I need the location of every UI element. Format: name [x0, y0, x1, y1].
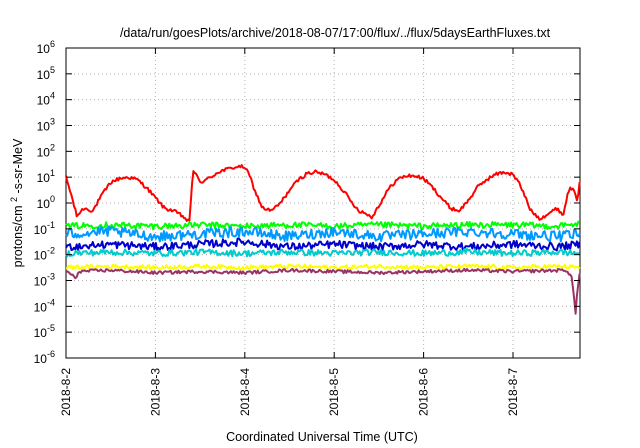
- y-tick-base: 10: [34, 249, 48, 263]
- y-tick-label: 105: [37, 65, 55, 82]
- y-tick-label: 106: [37, 39, 55, 56]
- series-line-5: [65, 248, 580, 258]
- y-tick-label: 10-1: [34, 220, 55, 237]
- y-tick-exponent: 6: [50, 39, 55, 49]
- y-axis-ticks: 10-610-510-410-310-210-11001011021031041…: [34, 39, 580, 366]
- series-line-4: [65, 237, 581, 252]
- y-tick-base: 10: [34, 326, 48, 340]
- series-line-3: [65, 225, 581, 243]
- x-tick-label: 2018-8-7: [506, 368, 520, 416]
- y-tick-exponent: 4: [50, 91, 55, 101]
- y-tick-exponent: 5: [50, 65, 55, 75]
- x-tick-label: 2018-8-2: [59, 368, 73, 416]
- y-tick-label: 104: [37, 91, 55, 108]
- y-tick-exponent: 3: [50, 117, 55, 127]
- y-tick-exponent: -6: [47, 349, 55, 359]
- y-tick-exponent: -1: [47, 220, 55, 230]
- y-tick-exponent: 1: [50, 168, 55, 178]
- y-tick-exponent: -5: [47, 323, 55, 333]
- y-tick-base: 10: [37, 94, 51, 108]
- y-tick-base: 10: [34, 352, 48, 366]
- grid-lines: [66, 48, 580, 358]
- series-line-6: [65, 263, 581, 271]
- x-tick-label: 2018-8-4: [238, 368, 252, 416]
- y-tick-base: 10: [37, 171, 51, 185]
- y-tick-base: 10: [37, 42, 51, 56]
- y-tick-base: 10: [37, 197, 51, 211]
- y-tick-label: 10-2: [34, 246, 55, 263]
- y-tick-label: 100: [37, 194, 55, 211]
- y-tick-exponent: -2: [47, 246, 55, 256]
- series-line-2: [65, 220, 581, 231]
- y-axis-label-prefix: protons/cm: [11, 206, 25, 268]
- y-axis-label-sup: 2: [9, 197, 19, 202]
- y-axis-label-suffix: -s-sr-MeV: [11, 138, 25, 194]
- y-tick-base: 10: [37, 145, 51, 159]
- y-tick-label: 10-5: [34, 323, 55, 340]
- y-tick-label: 10-3: [34, 272, 55, 289]
- y-tick-label: 103: [37, 117, 55, 134]
- series-line-7: [65, 267, 581, 315]
- y-tick-label: 10-6: [34, 349, 55, 366]
- y-tick-base: 10: [37, 120, 51, 134]
- y-tick-label: 102: [37, 142, 55, 159]
- y-tick-base: 10: [34, 300, 48, 314]
- x-tick-label: 2018-8-5: [327, 368, 341, 416]
- y-tick-exponent: 2: [50, 142, 55, 152]
- y-tick-label: 10-4: [34, 297, 55, 314]
- y-tick-label: 101: [37, 168, 55, 185]
- y-tick-exponent: -3: [47, 272, 55, 282]
- y-tick-base: 10: [37, 68, 51, 82]
- data-series: [65, 164, 581, 315]
- y-axis-label: protons/cm 2 -s-sr-MeV: [6, 138, 25, 267]
- y-tick-exponent: 0: [50, 194, 55, 204]
- x-tick-label: 2018-8-3: [148, 368, 162, 416]
- x-axis-label: Coordinated Universal Time (UTC): [226, 430, 418, 444]
- x-tick-label: 2018-8-6: [417, 368, 431, 416]
- y-tick-base: 10: [34, 275, 48, 289]
- series-line-1: [65, 164, 581, 222]
- x-axis-ticks: 2018-8-2 2018-8-3 2018-8-4 2018-8-5 2018-8-6…: [59, 48, 520, 416]
- y-tick-base: 10: [34, 223, 48, 237]
- chart-title: /data/run/goesPlots/archive/2018-08-07/1…: [120, 26, 551, 40]
- y-tick-exponent: -4: [47, 297, 55, 307]
